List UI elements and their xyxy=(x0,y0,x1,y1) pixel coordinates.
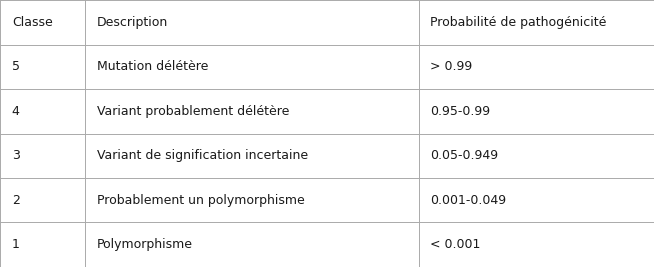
Text: Mutation délétère: Mutation délétère xyxy=(97,60,208,73)
Text: 4: 4 xyxy=(12,105,20,118)
Text: 5: 5 xyxy=(12,60,20,73)
Text: Variant probablement délétère: Variant probablement délétère xyxy=(97,105,289,118)
Text: 0.001-0.049: 0.001-0.049 xyxy=(430,194,506,207)
Text: 2: 2 xyxy=(12,194,20,207)
Text: Probabilité de pathogénicité: Probabilité de pathogénicité xyxy=(430,16,607,29)
Text: > 0.99: > 0.99 xyxy=(430,60,473,73)
Text: < 0.001: < 0.001 xyxy=(430,238,481,251)
Text: 0.05-0.949: 0.05-0.949 xyxy=(430,149,498,162)
Text: Polymorphisme: Polymorphisme xyxy=(97,238,193,251)
Text: 1: 1 xyxy=(12,238,20,251)
Text: Description: Description xyxy=(97,16,168,29)
Text: 0.95-0.99: 0.95-0.99 xyxy=(430,105,490,118)
Text: Probablement un polymorphisme: Probablement un polymorphisme xyxy=(97,194,305,207)
Text: 3: 3 xyxy=(12,149,20,162)
Text: Variant de signification incertaine: Variant de signification incertaine xyxy=(97,149,308,162)
Text: Classe: Classe xyxy=(12,16,52,29)
